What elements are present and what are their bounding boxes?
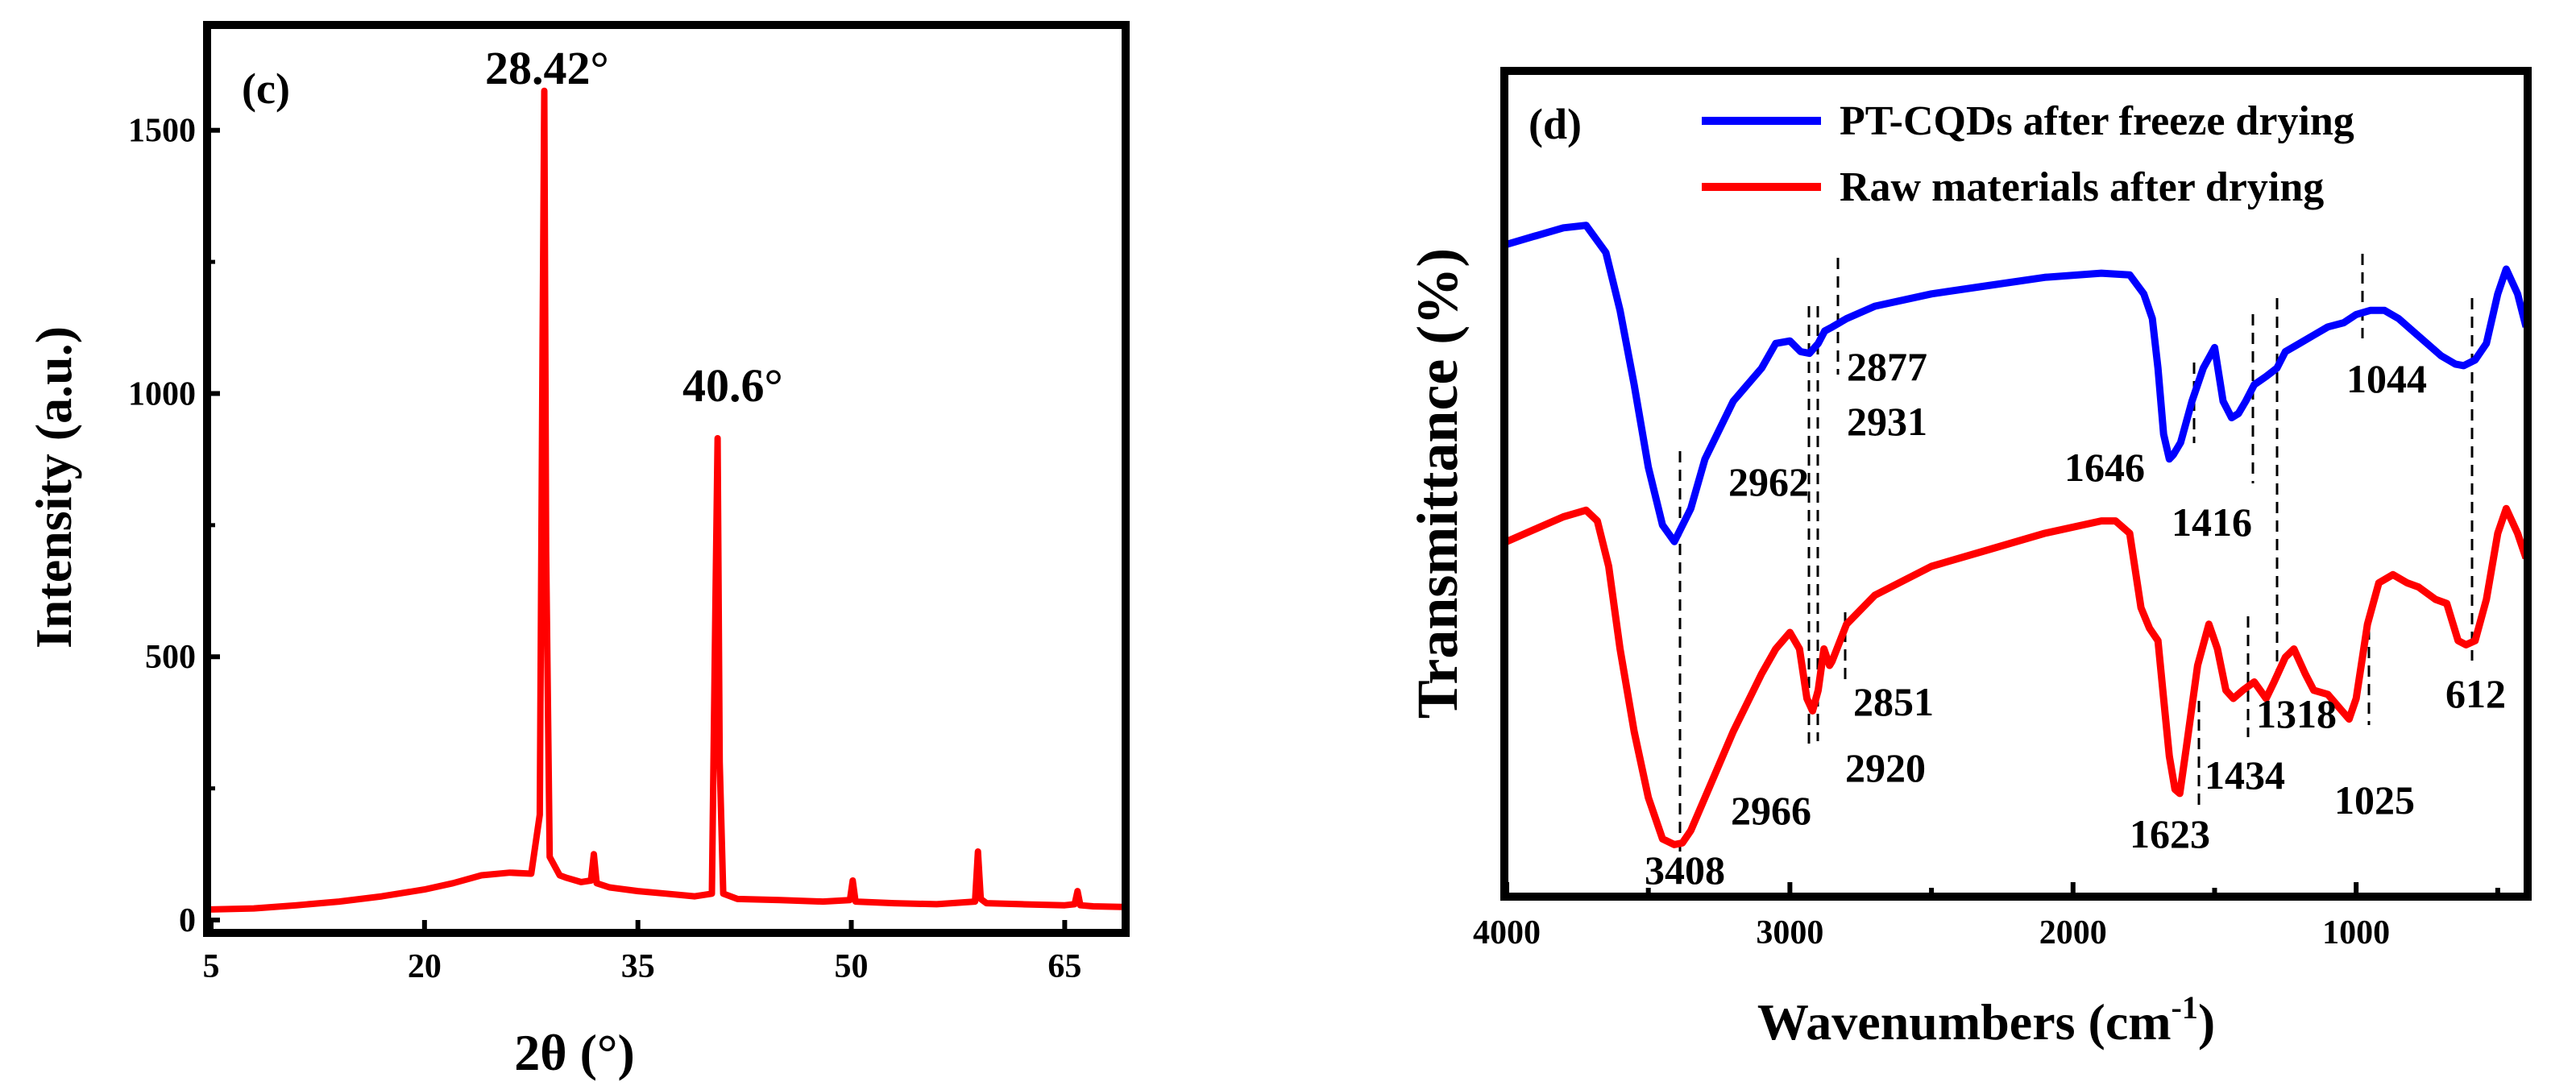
xlabel-sup: -1 [2172, 989, 2198, 1026]
xlabel-main: Wavenumbers (cm [1757, 993, 2172, 1051]
panel-d-ylabel: Transmittance (%) [1405, 248, 1470, 719]
peak-label-406: 40.6° [682, 359, 783, 412]
panel-c: 5 20 35 50 65 0 500 1000 1500 (c) 28.42° 40.6° 2… [25, 21, 1130, 1081]
x-tick-label-65: 65 [1047, 948, 1081, 985]
peak-label-612: 612 [2445, 671, 2506, 716]
peak-label-2851: 2851 [1853, 679, 1934, 724]
x-tick-label-1000: 1000 [2322, 914, 2390, 951]
panel-c-frame [203, 21, 1130, 937]
legend-label-pt-cqds: PT-CQDs after freeze drying [1840, 98, 2354, 144]
pt-cqds-series-line [1505, 222, 2528, 545]
peak-label-1623: 1623 [2130, 811, 2210, 856]
x-tick-label-50: 50 [835, 948, 869, 985]
panel-d-label: (d) [1529, 100, 1582, 148]
panel-d-ticks: 4000 3000 2000 1000 [1473, 882, 2500, 951]
panel-c-xlabel: 2θ (°) [514, 1024, 635, 1081]
peak-label-1646: 1646 [2064, 445, 2145, 490]
x-tick-label-3000: 3000 [1756, 914, 1823, 951]
x-tick-label-5: 5 [203, 948, 220, 985]
peak-label-1044: 1044 [2346, 356, 2427, 401]
panel-c-ticks: 5 20 35 50 65 0 500 1000 1500 [128, 113, 1081, 985]
y-tick-label-1500: 1500 [128, 113, 196, 150]
legend-label-raw: Raw materials after drying [1840, 164, 2324, 210]
peak-label-3408: 3408 [1645, 848, 1725, 893]
y-tick-label-0: 0 [179, 902, 196, 939]
peak-label-1318: 1318 [2256, 691, 2337, 736]
peak-label-2931: 2931 [1847, 399, 1927, 444]
panel-d-frame [1500, 67, 2532, 901]
peak-label-1434: 1434 [2205, 752, 2285, 798]
xrd-series-line [210, 87, 1122, 913]
y-tick-label-1000: 1000 [128, 375, 196, 412]
raw-materials-series-line [1505, 504, 2528, 848]
peak-label-1416: 1416 [2172, 499, 2252, 545]
xlabel-end: ) [2198, 993, 2215, 1051]
panel-d-xlabel: Wavenumbers (cm-1) [1757, 989, 2215, 1051]
panel-d: 4000 3000 2000 1000 (d) PT-CQDs after freez… [1405, 67, 2532, 1051]
x-tick-label-4000: 4000 [1473, 914, 1541, 951]
peak-label-2842: 28.42° [485, 42, 609, 94]
peak-label-2962: 2962 [1728, 459, 1809, 504]
panel-c-label: (c) [242, 64, 290, 113]
peak-label-2966: 2966 [1731, 788, 1811, 833]
x-tick-label-20: 20 [408, 948, 442, 985]
peak-label-2920: 2920 [1845, 745, 1926, 790]
peak-label-1025: 1025 [2334, 777, 2415, 823]
x-tick-label-2000: 2000 [2039, 914, 2107, 951]
y-tick-label-500: 500 [145, 639, 196, 676]
peak-label-2877: 2877 [1847, 344, 1927, 389]
x-tick-label-35: 35 [621, 948, 655, 985]
panel-c-ylabel: Intensity (a.u.) [25, 326, 82, 649]
